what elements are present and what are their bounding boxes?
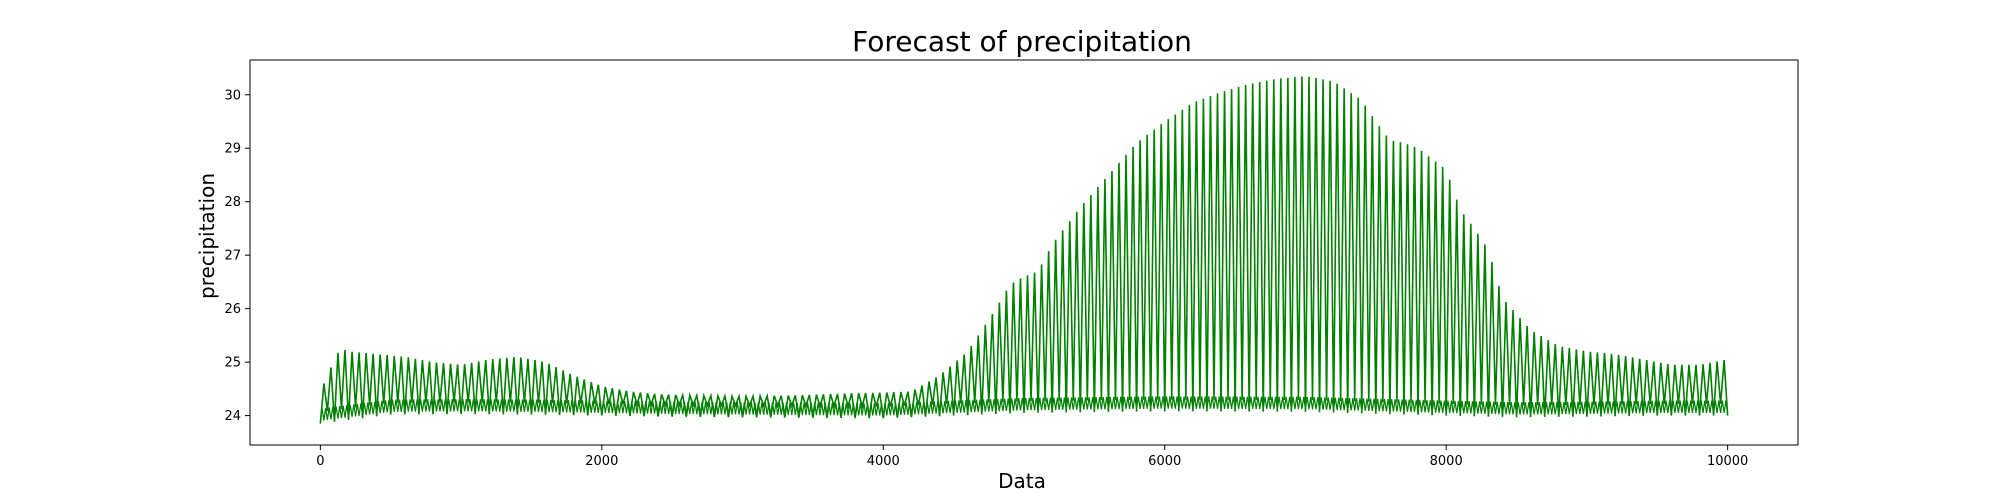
series-line-precipitation (319, 76, 1729, 424)
y-tick-label: 24 (224, 409, 241, 424)
y-tick-label: 29 (224, 142, 241, 157)
chart-title: Forecast of precipitation (852, 25, 1192, 58)
x-tick-label: 6000 (1148, 454, 1181, 469)
y-tick-label: 25 (224, 356, 241, 371)
y-tick-label: 27 (224, 249, 241, 264)
axes: 0 2000 4000 6000 8000 10000 24 25 26 27 28 29 30 (224, 59, 1799, 469)
x-tick-label: 10000 (1707, 454, 1748, 469)
series-baseline-band (319, 396, 1729, 422)
x-tick-label: 8000 (1430, 454, 1463, 469)
x-tick-label: 0 (316, 454, 324, 469)
y-tick-label: 26 (224, 302, 241, 317)
plot-frame (249, 59, 1799, 446)
x-tick-label: 4000 (867, 454, 900, 469)
x-axis-title: Data (998, 469, 1046, 493)
x-tick-label: 2000 (585, 454, 618, 469)
y-tick-label: 30 (224, 88, 241, 103)
y-axis-title: precipitation (195, 173, 219, 299)
plot-area (319, 76, 1729, 424)
y-tick-label: 28 (224, 195, 241, 210)
